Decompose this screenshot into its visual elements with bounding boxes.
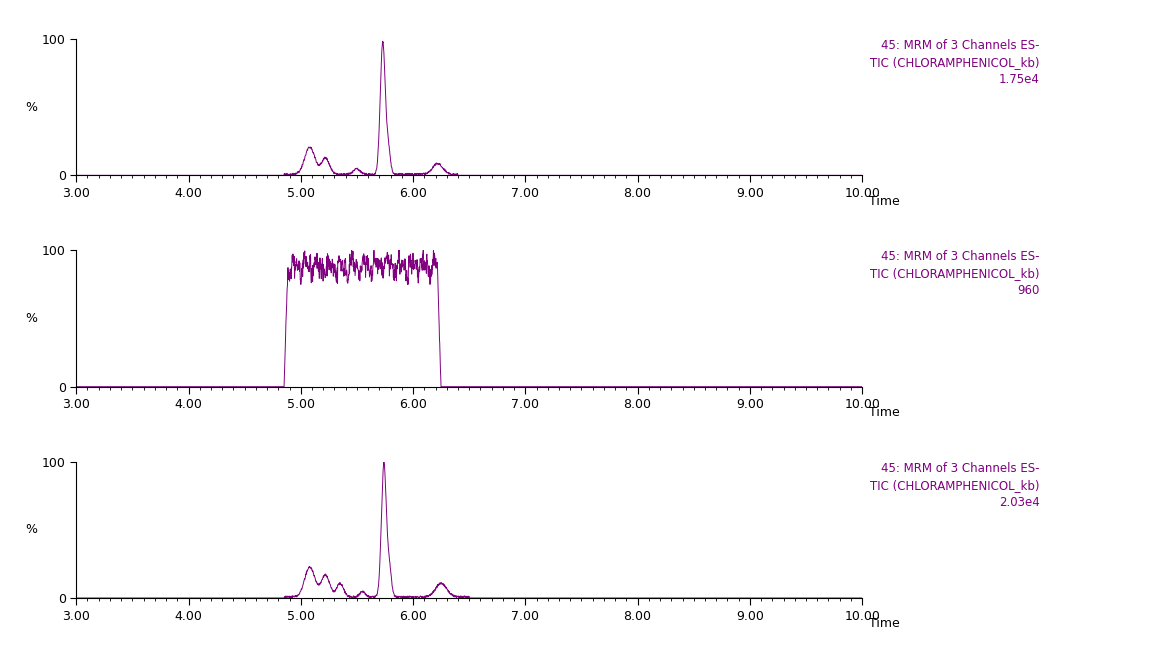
Y-axis label: %: % — [25, 312, 36, 325]
Text: 45: MRM of 3 Channels ES-
TIC (CHLORAMPHENICOL_kb)
2.03e4: 45: MRM of 3 Channels ES- TIC (CHLORAMPH… — [870, 462, 1040, 509]
Text: 45: MRM of 3 Channels ES-
TIC (CHLORAMPHENICOL_kb)
960: 45: MRM of 3 Channels ES- TIC (CHLORAMPH… — [870, 250, 1040, 297]
Y-axis label: %: % — [25, 523, 36, 536]
Y-axis label: %: % — [25, 101, 36, 114]
Text: Time: Time — [869, 195, 900, 208]
Text: Time: Time — [869, 618, 900, 630]
Text: 45: MRM of 3 Channels ES-
TIC (CHLORAMPHENICOL_kb)
1.75e4: 45: MRM of 3 Channels ES- TIC (CHLORAMPH… — [870, 39, 1040, 86]
Text: Time: Time — [869, 406, 900, 419]
